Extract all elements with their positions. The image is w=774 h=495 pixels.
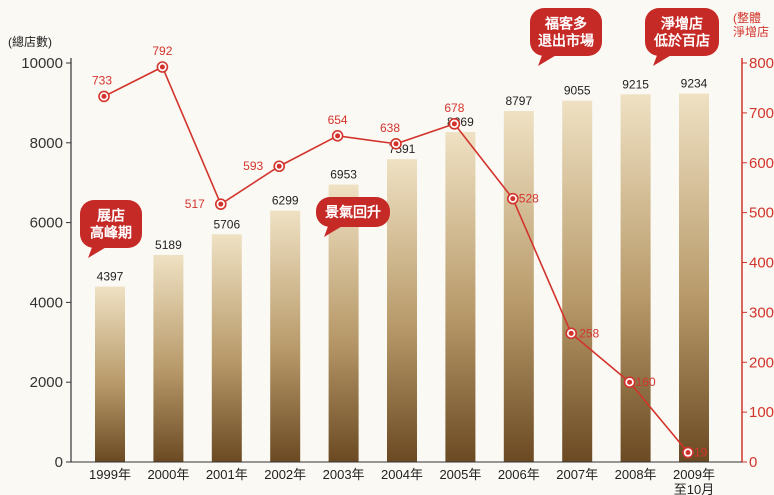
line-point-dot: [627, 380, 632, 385]
x-tick-label: 2006年: [498, 467, 540, 482]
bar-value-label: 5706: [213, 217, 240, 231]
right-axis-title: 淨增店: [733, 25, 769, 39]
line-point-dot: [335, 133, 340, 138]
line-value-label: 593: [243, 159, 263, 173]
bubble-text: 低於百店: [653, 33, 710, 49]
bubble-text: 高峰期: [90, 225, 132, 241]
line-value-label: 654: [328, 113, 348, 127]
right-tick-label: 0: [749, 454, 757, 471]
left-tick-label: 10000: [21, 55, 63, 72]
left-tick-label: 8000: [30, 135, 63, 152]
line-point-dot: [102, 94, 107, 99]
bar-value-label: 9215: [622, 77, 649, 91]
right-tick-label: 500: [749, 205, 774, 222]
right-tick-label: 200: [749, 354, 774, 371]
bar-value-label: 9234: [681, 77, 708, 91]
bar-value-label: 9055: [564, 84, 591, 98]
x-tick-label: 2001年: [206, 467, 248, 482]
line-value-label: 160: [636, 375, 656, 389]
x-tick-label: 2007年: [556, 467, 598, 482]
bubble-text: 景氣回升: [325, 204, 381, 220]
bar: [679, 94, 709, 462]
left-axis-title: (總店數): [8, 34, 52, 49]
bubble-text: 退出市場: [538, 33, 594, 49]
right-tick-label: 100: [749, 404, 774, 421]
x-tick-label: 2002年: [264, 467, 306, 482]
bar-value-label: 4397: [97, 270, 124, 284]
bar: [153, 255, 183, 462]
bubble-text: 淨增店: [661, 16, 703, 32]
bar: [504, 111, 534, 462]
x-tick-label: 2003年: [323, 467, 365, 482]
left-tick-label: 4000: [30, 294, 63, 311]
bar: [445, 132, 475, 462]
bar-value-label: 6299: [272, 194, 299, 208]
left-tick-label: 2000: [30, 374, 63, 391]
line-point-dot: [452, 121, 457, 126]
left-y-axis: 0 2000 4000 6000 8000 10000 (總店數): [8, 34, 71, 471]
bar: [212, 234, 242, 462]
line-point-dot: [394, 141, 399, 146]
bar-value-label: 5189: [155, 238, 182, 252]
bubble-text: 展店: [97, 208, 125, 224]
line-point-dot: [510, 196, 515, 201]
right-axis-title: (整體: [733, 10, 761, 25]
right-tick-label: 800: [749, 55, 774, 72]
line-point-dot: [160, 64, 165, 69]
line-point-dot: [277, 164, 282, 169]
line-value-label: 638: [380, 121, 400, 135]
x-tick-label: 2009年: [673, 467, 715, 482]
x-tick-label: 2008年: [615, 467, 657, 482]
bar: [621, 94, 651, 462]
bar: [387, 159, 417, 462]
line-value-label: 517: [185, 197, 205, 211]
line-point-dot: [218, 202, 223, 207]
bubble-text: 福客多: [544, 16, 587, 32]
bar: [562, 101, 592, 462]
line-value-label: 678: [444, 101, 464, 115]
line-value-label: 19: [694, 446, 708, 460]
right-tick-label: 600: [749, 155, 774, 172]
x-tick-label: 至10月: [674, 482, 714, 495]
x-tick-label: 2000年: [147, 467, 189, 482]
x-tick-label: 2005年: [439, 467, 481, 482]
x-tick-label: 2004年: [381, 467, 423, 482]
left-tick-label: 6000: [30, 215, 63, 232]
bar: [95, 287, 125, 462]
x-axis: 1999年 2000年 2001年 2002年 2003年 2004年 2005年 2006年…: [71, 462, 742, 495]
right-tick-label: 400: [749, 255, 774, 272]
line-value-label: 733: [92, 73, 112, 87]
line-point-dot: [569, 331, 574, 336]
line-value-label: 528: [519, 192, 539, 206]
bar: [270, 211, 300, 462]
right-tick-label: 700: [749, 105, 774, 122]
bar-value-label: 6953: [330, 168, 357, 182]
right-tick-label: 300: [749, 304, 774, 321]
left-tick-label: 0: [55, 454, 63, 471]
bar-value-label: 8797: [505, 94, 532, 108]
line-value-label: 258: [579, 326, 599, 340]
line-value-label: 792: [152, 44, 172, 58]
line-point-dot: [686, 450, 691, 455]
x-tick-label: 1999年: [89, 467, 131, 482]
